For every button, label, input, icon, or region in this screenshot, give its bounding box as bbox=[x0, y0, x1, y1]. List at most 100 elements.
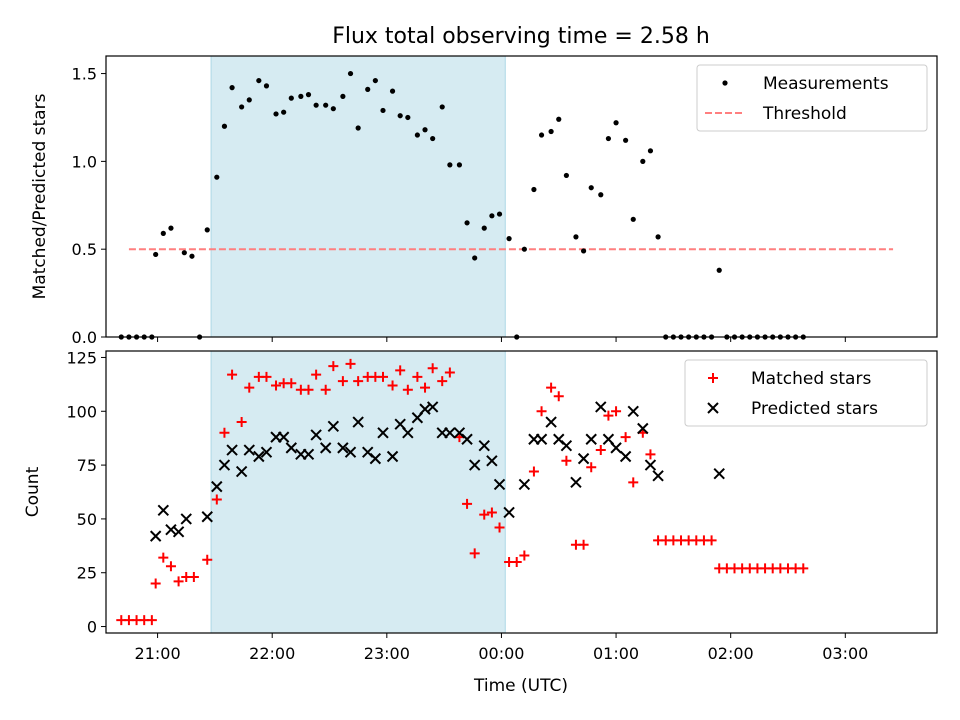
top-legend: Measurements Threshold bbox=[696, 64, 928, 132]
predicted-point bbox=[172, 526, 185, 538]
matched-point bbox=[427, 363, 438, 374]
predicted-point bbox=[595, 401, 607, 413]
matched-point bbox=[437, 376, 448, 387]
measurement-point bbox=[464, 220, 470, 226]
matched-point bbox=[158, 552, 169, 563]
matched-point bbox=[402, 384, 413, 395]
top-panel: 0.0 0.5 1.0 1.5 Matched/Predicted stars Measu… bbox=[30, 55, 938, 347]
measurement-point bbox=[229, 85, 235, 91]
y-tick-label: 1.5 bbox=[72, 65, 97, 84]
measurement-point bbox=[647, 148, 654, 154]
x-axis-label: Time (UTC) bbox=[473, 676, 568, 696]
measurement-point bbox=[330, 106, 336, 112]
predicted-point bbox=[180, 513, 192, 525]
predicted-point bbox=[277, 431, 290, 443]
measurement-point bbox=[323, 102, 329, 108]
y-tick-label: 0.5 bbox=[72, 240, 97, 259]
legend-x-icon bbox=[707, 402, 719, 414]
measurement-point bbox=[160, 230, 166, 236]
predicted-point bbox=[560, 440, 573, 452]
chart-title: Flux total observing time = 2.58 h bbox=[332, 24, 710, 49]
measurement-point bbox=[613, 120, 619, 126]
measurement-point bbox=[630, 216, 636, 222]
legend-entry-label: Measurements bbox=[763, 74, 889, 94]
measurement-point bbox=[372, 77, 378, 84]
predicted-point bbox=[570, 476, 582, 489]
matched-point bbox=[412, 371, 423, 382]
measurement-point bbox=[563, 172, 569, 179]
measurement-point bbox=[521, 246, 527, 252]
measurement-point bbox=[640, 158, 646, 164]
matched-point bbox=[420, 382, 431, 393]
matched-point bbox=[311, 369, 322, 380]
matched-point bbox=[271, 380, 282, 391]
measurement-point bbox=[496, 211, 503, 217]
matched-point bbox=[561, 455, 572, 466]
bottom-series-matched-stars bbox=[116, 358, 809, 626]
measurement-point bbox=[168, 225, 174, 231]
predicted-point bbox=[377, 427, 389, 439]
x-tick-label: 02:00 bbox=[708, 644, 754, 663]
predicted-point bbox=[157, 504, 170, 517]
legend-dot-icon bbox=[722, 80, 728, 86]
matched-point bbox=[378, 371, 388, 382]
predicted-point bbox=[327, 420, 340, 433]
y-axis-label: Matched/Predicted stars bbox=[30, 93, 50, 299]
bottom-shaded-interval bbox=[210, 350, 506, 634]
measurement-point bbox=[288, 95, 294, 101]
predicted-point bbox=[260, 446, 273, 458]
matched-point bbox=[227, 369, 238, 380]
predicted-point bbox=[619, 450, 632, 463]
measurement-point bbox=[548, 128, 554, 135]
measurement-point bbox=[397, 113, 403, 119]
matched-point bbox=[603, 410, 614, 421]
predicted-point bbox=[518, 478, 531, 491]
predicted-point bbox=[369, 452, 382, 465]
x-tick-label: 23:00 bbox=[364, 644, 410, 663]
measurement-point bbox=[298, 93, 304, 99]
measurement-point bbox=[365, 86, 371, 92]
y-tick-label: 125 bbox=[66, 348, 97, 367]
predicted-point bbox=[426, 401, 439, 413]
measurement-point bbox=[153, 251, 159, 258]
legend-entry-label: Threshold bbox=[762, 104, 847, 124]
predicted-point bbox=[486, 455, 498, 467]
matched-point bbox=[353, 376, 364, 387]
bottom-legend: Matched stars Predicted stars bbox=[684, 359, 928, 427]
y-tick-label: 100 bbox=[66, 402, 97, 421]
matched-point bbox=[244, 382, 255, 393]
matched-point bbox=[546, 382, 557, 393]
predicted-point bbox=[285, 442, 298, 454]
matched-point bbox=[511, 556, 522, 567]
y-axis-label: Count bbox=[23, 466, 43, 517]
measurement-point bbox=[214, 174, 220, 180]
top-shaded-interval bbox=[210, 55, 506, 338]
matched-point bbox=[328, 361, 339, 372]
matched-point bbox=[387, 380, 398, 391]
matched-point bbox=[578, 539, 589, 550]
measurement-point bbox=[181, 250, 187, 256]
measurement-point bbox=[204, 227, 210, 233]
top-axes-frame bbox=[105, 55, 938, 338]
predicted-point bbox=[201, 511, 213, 523]
predicted-point bbox=[644, 459, 657, 471]
predicted-point bbox=[461, 433, 473, 445]
measurement-point bbox=[573, 234, 579, 240]
predicted-point bbox=[344, 446, 357, 458]
bottom-panel: 0 25 50 75 100 125 21:00 22:00 23:00 00:00 01:00 02… bbox=[23, 348, 938, 663]
matched-point bbox=[395, 365, 406, 376]
measurement-point bbox=[281, 109, 287, 115]
measurement-point bbox=[347, 70, 354, 77]
predicted-point bbox=[610, 442, 622, 454]
predicted-point bbox=[165, 523, 177, 536]
matched-point bbox=[798, 563, 809, 574]
predicted-point bbox=[235, 465, 248, 478]
predicted-point bbox=[545, 416, 557, 428]
matched-point bbox=[444, 367, 455, 378]
measurement-point bbox=[447, 162, 453, 168]
predicted-point bbox=[310, 429, 322, 441]
x-tick-label: 21:00 bbox=[135, 644, 181, 663]
y-tick-label: 1.0 bbox=[72, 152, 97, 171]
x-tick-label: 22:00 bbox=[249, 644, 295, 663]
predicted-point bbox=[585, 433, 597, 445]
